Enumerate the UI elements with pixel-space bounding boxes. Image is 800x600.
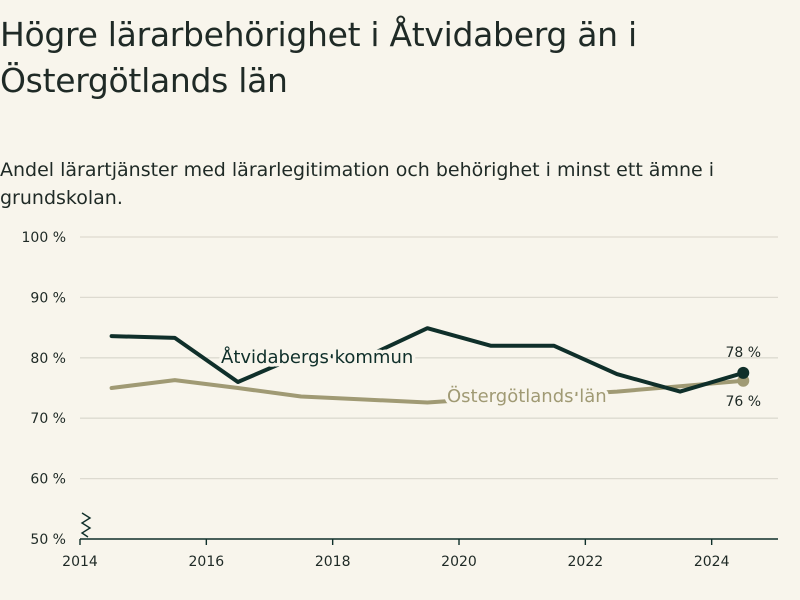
y-tick-label: 90 % xyxy=(30,290,66,306)
x-axis: 2014 2016 2018 2020 2022 2024 xyxy=(62,512,778,570)
series-line-atvidaberg xyxy=(109,326,746,394)
y-tick-label: 80 % xyxy=(30,351,66,367)
grid-lines xyxy=(80,236,778,480)
series-line-lan xyxy=(109,378,746,405)
end-value-label-atvidaberg: 78 % xyxy=(725,345,761,361)
y-tick-label: 60 % xyxy=(30,472,66,488)
series-labels: Åtvidabergs kommun Östergötlands län 78 % 7… xyxy=(218,343,762,411)
y-tick-label: 100 % xyxy=(22,230,66,246)
series-endpoint-atvidaberg xyxy=(737,366,750,379)
chart-subtitle: Andel lärartjänster med lärarlegitimatio… xyxy=(0,159,715,209)
x-tick-label: 2018 xyxy=(315,554,351,570)
x-tick-label: 2022 xyxy=(568,554,604,570)
series-label-lan: Östergötlands län xyxy=(447,385,607,407)
x-tick-label: 2020 xyxy=(441,554,477,570)
series-lines xyxy=(109,326,750,405)
series-label-atvidaberg: Åtvidabergs kommun xyxy=(221,346,413,368)
x-tick-label: 2024 xyxy=(694,554,730,570)
x-tick-label: 2014 xyxy=(62,554,98,570)
y-axis-ticks: 50 % 60 % 70 % 80 % 90 % 100 % xyxy=(22,230,66,548)
end-value-label-lan: 76 % xyxy=(725,394,761,410)
y-tick-label: 50 % xyxy=(30,532,66,548)
y-axis-break xyxy=(80,512,92,538)
y-tick-label: 70 % xyxy=(30,411,66,427)
x-tick-label: 2016 xyxy=(189,554,225,570)
chart-title: Högre lärarbehörighet i Åtvidaberg än i … xyxy=(0,15,637,100)
